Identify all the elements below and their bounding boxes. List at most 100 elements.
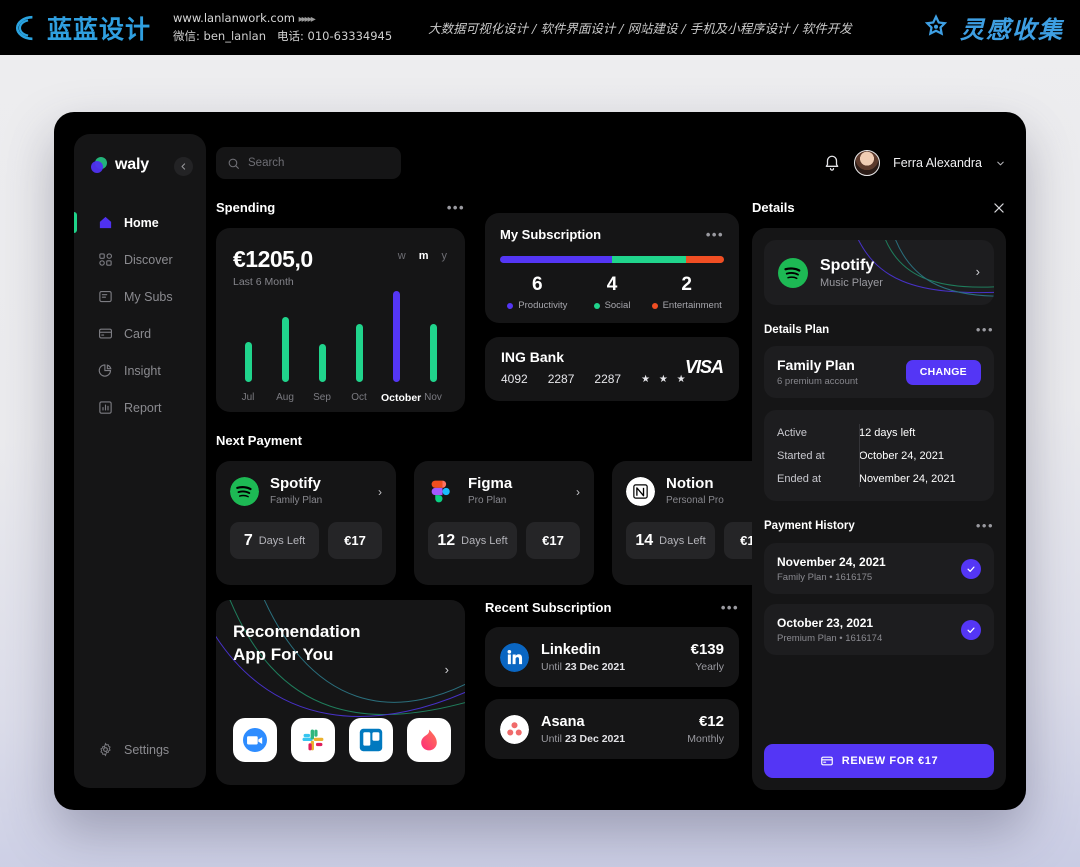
next-payment-name: Notion (666, 475, 714, 492)
app-window: waly Home Discover (54, 112, 1026, 810)
price-value: €17 (344, 533, 366, 548)
recent-subscription-item-linkedin[interactable]: Linkedin Until 23 Dec 2021 €139 Yearly (485, 627, 739, 687)
payment-history-more-button[interactable]: ••• (975, 518, 994, 533)
details-plan-more-button[interactable]: ••• (975, 322, 994, 337)
spending-period: Last 6 Month (233, 276, 294, 288)
wallet-icon (820, 756, 833, 766)
spending-more-button[interactable]: ••• (446, 200, 465, 215)
chart-bar-column (344, 324, 374, 382)
zoom-icon (243, 728, 267, 752)
recommendation-line2: App For You (233, 645, 334, 664)
days-left-count: 14 (635, 531, 654, 549)
subscription-progress-bar (500, 256, 724, 263)
days-left-label: Days Left (258, 534, 306, 547)
change-plan-button[interactable]: CHANGE (905, 359, 981, 385)
until-date: 23 Dec 2021 (564, 732, 626, 745)
home-icon (99, 216, 112, 229)
chart-bar-column (307, 344, 337, 382)
chevron-left-icon (181, 163, 186, 170)
bank-group-1: 4092 (501, 372, 528, 386)
watermark-header: 蓝蓝设计 www.lanlanwork.com ▸▸▸▸▸ 微信: ben_la… (0, 0, 1080, 55)
recent-subscription-title: Recent Subscription (485, 600, 612, 615)
sidebar-item-discover[interactable]: Discover (74, 241, 206, 278)
legend-label: Social (604, 300, 631, 311)
gear-icon (100, 742, 111, 757)
sidebar-item-report[interactable]: Report (74, 389, 206, 426)
avatar[interactable] (854, 150, 881, 176)
subscription-legend: 6 Productivity 4 Social 2 E (500, 274, 724, 311)
bank-group-2: 2287 (547, 372, 575, 386)
details-plan-title: Details Plan (764, 323, 830, 336)
info-key: Active (777, 426, 807, 439)
chart-bar-column (233, 342, 263, 382)
trello-icon (359, 728, 383, 752)
spotify-icon (230, 476, 259, 506)
days-left-pill: 14 Days Left (626, 522, 715, 559)
sidebar-collapse-button[interactable] (174, 157, 193, 176)
search-input[interactable]: Search (216, 147, 401, 179)
app-tile-slack[interactable] (291, 718, 335, 762)
range-option-w[interactable]: w (397, 250, 406, 262)
sidebar-item-home[interactable]: Home (74, 204, 206, 241)
status-badge (961, 558, 981, 579)
bank-card[interactable]: ING Bank 4092 2287 2287 ★ ★ ★ VISA (485, 337, 739, 401)
next-payment-name: Spotify (270, 475, 321, 492)
history-date: November 24, 2021 (777, 554, 886, 569)
bell-icon[interactable] (823, 154, 841, 172)
chevron-down-icon[interactable] (995, 158, 1006, 169)
close-icon[interactable] (992, 201, 1006, 215)
chevron-right-icon[interactable]: › (444, 662, 449, 677)
subscription-more-button[interactable]: ••• (705, 227, 724, 242)
chart-bar (429, 324, 437, 382)
legend-count: 6 (532, 274, 543, 295)
details-info-card: Active 12 days left Started at October 2… (764, 410, 994, 501)
plan-sub: 6 premium account (777, 376, 858, 387)
sidebar-item-my-subs[interactable]: My Subs (74, 278, 206, 315)
sidebar-item-card[interactable]: Card (74, 315, 206, 352)
details-title: Details (752, 200, 795, 215)
chevron-right-icon[interactable]: › (975, 264, 980, 279)
subscription-column: My Subscription ••• 6 Productivity 4 (485, 200, 739, 412)
app-tile-trello[interactable] (349, 718, 393, 762)
slack-icon (302, 729, 324, 751)
details-plan-header: Details Plan ••• (764, 322, 994, 337)
legend-count: 2 (681, 274, 692, 295)
details-service-card[interactable]: Spotify Music Player › (764, 240, 994, 305)
status-badge (961, 619, 981, 640)
watermark-services: 大数据可视化设计 / 软件界面设计 / 网站建设 / 手机及小程序设计 / 软件… (428, 21, 852, 36)
chevron-right-icon[interactable]: › (378, 485, 382, 499)
chart-x-tick-label: Jul (241, 392, 255, 403)
payment-history-row[interactable]: November 24, 2021 Family Plan • 1616175 (764, 543, 994, 594)
grid-icon (99, 253, 112, 266)
info-row: Ended at November 24, 2021 (777, 467, 981, 490)
legend-item: 6 Productivity (500, 274, 575, 311)
payment-history-title: Payment History (764, 519, 855, 532)
plan-name: Family Plan (777, 357, 855, 373)
recent-subscription-item-asana[interactable]: Asana Until 23 Dec 2021 €12 Monthly (485, 699, 739, 759)
app-tile-zoom[interactable] (233, 718, 277, 762)
renew-button-label: RENEW FOR €17 (841, 755, 939, 767)
sidebar-item-settings[interactable]: Settings (74, 731, 206, 768)
sidebar-spacer (74, 426, 206, 731)
recent-subscription-price: €139 (690, 641, 724, 658)
chevron-right-icon[interactable]: › (576, 485, 580, 499)
recommendation-card[interactable]: Recomendation App For You › (216, 600, 465, 785)
app-tile-tinder[interactable] (407, 718, 451, 762)
renew-button[interactable]: RENEW FOR €17 (764, 744, 994, 778)
recent-subscription-more-button[interactable]: ••• (720, 600, 739, 615)
next-payment-plan: Personal Pro (666, 495, 724, 506)
payment-history-row[interactable]: October 23, 2021 Premium Plan • 1616174 (764, 604, 994, 655)
details-panel: Details Spotify (752, 200, 1006, 790)
history-meta: Premium Plan • 1616174 (777, 632, 883, 644)
info-key: Ended at (777, 472, 822, 485)
watermark-logo: 蓝蓝设计 (14, 10, 151, 46)
info-value: October 24, 2021 (859, 449, 945, 462)
chart-bar-column (270, 317, 300, 382)
days-left-pill: 7 Days Left (230, 522, 319, 559)
check-icon (967, 627, 975, 633)
next-payment-card-spotify[interactable]: Spotify Family Plan › 7 Days Left €17 (216, 461, 396, 585)
range-option-y[interactable]: y (441, 250, 448, 262)
sidebar-item-insight[interactable]: Insight (74, 352, 206, 389)
next-payment-card-figma[interactable]: Figma Pro Plan › 12 Days Left €17 (414, 461, 594, 585)
range-option-m[interactable]: m (418, 250, 429, 262)
